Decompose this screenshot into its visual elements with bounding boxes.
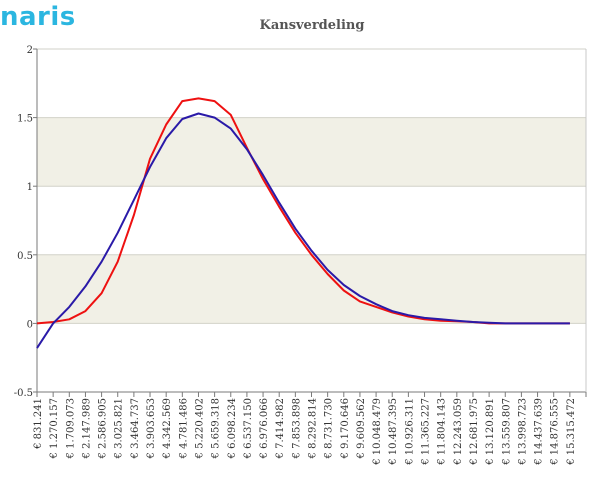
x-tick-label: € 7.414.982	[275, 398, 286, 459]
x-tick-label: € 5.220.402	[194, 398, 205, 459]
y-tick-label: 1	[27, 182, 33, 193]
x-tick-label: € 10.487.395	[388, 398, 399, 466]
grid-bands	[37, 48, 586, 393]
x-tick-label: € 7.853.898	[291, 398, 302, 459]
x-tick-label: € 15.315.472	[566, 398, 577, 466]
series-line-2	[36, 112, 570, 349]
x-tick-label: € 2.147.989	[81, 398, 92, 459]
y-tick-label: 0.5	[17, 251, 33, 262]
x-tick-label: € 1.270.157	[49, 398, 60, 459]
x-tick-label: € 5.659.318	[211, 398, 222, 459]
x-tick-label: € 1.709.073	[65, 398, 76, 459]
chart-title: Kansverdeling	[260, 18, 365, 33]
series-lines	[36, 97, 570, 349]
x-axis: € 831.241 € 1.270.157 € 1.709.073 € 2.147.9…	[33, 49, 587, 466]
x-tick-label: € 6.098.234	[227, 398, 238, 459]
x-tick-label: € 9.609.562	[356, 398, 367, 459]
x-tick-label: € 3.464.737	[130, 398, 141, 459]
x-tick-label: € 6.537.150	[243, 398, 254, 459]
x-tick-label: € 13.559.807	[501, 398, 512, 466]
x-tick-label: € 3.025.821	[114, 398, 125, 459]
x-tick-label: € 12.681.975	[469, 398, 480, 466]
y-tick-label: 2	[27, 45, 33, 56]
x-tick-label: € 13.998.723	[517, 398, 528, 466]
x-tick-label: € 11.804.143	[437, 398, 448, 466]
x-tick-label: € 14.876.555	[550, 398, 561, 466]
grid-band	[37, 254, 586, 324]
x-tick-label: € 10.048.479	[372, 398, 383, 466]
x-tick-label: € 10.926.311	[404, 398, 415, 466]
y-axis: -0.5 0 0.5 1 1.5 2	[14, 45, 38, 399]
x-tick-label: € 6.976.066	[259, 398, 270, 459]
y-tick-label: 0	[27, 319, 33, 330]
y-tick-label: 1.5	[17, 114, 33, 125]
x-tick-label: € 2.586.905	[98, 398, 109, 459]
x-tick-label: € 14.437.639	[534, 398, 545, 466]
x-tick-label: € 13.120.891	[485, 398, 496, 466]
x-tick-label: € 3.903.653	[146, 398, 157, 459]
x-tick-label: € 8.292.814	[308, 398, 319, 459]
y-tick-label: -0.5	[14, 388, 33, 399]
x-tick-label: € 4.781.486	[178, 398, 189, 459]
x-tick-label: € 9.170.646	[340, 398, 351, 459]
naris-logo: naris	[0, 2, 76, 32]
x-tick-label: € 4.342.569	[162, 398, 173, 459]
grid-band	[37, 117, 586, 187]
x-tick-label: € 8.731.730	[324, 398, 335, 459]
x-tick-label: € 11.365.227	[421, 398, 432, 466]
x-tick-label: € 12.243.059	[453, 398, 464, 466]
x-tick-label: € 831.241	[33, 398, 44, 450]
